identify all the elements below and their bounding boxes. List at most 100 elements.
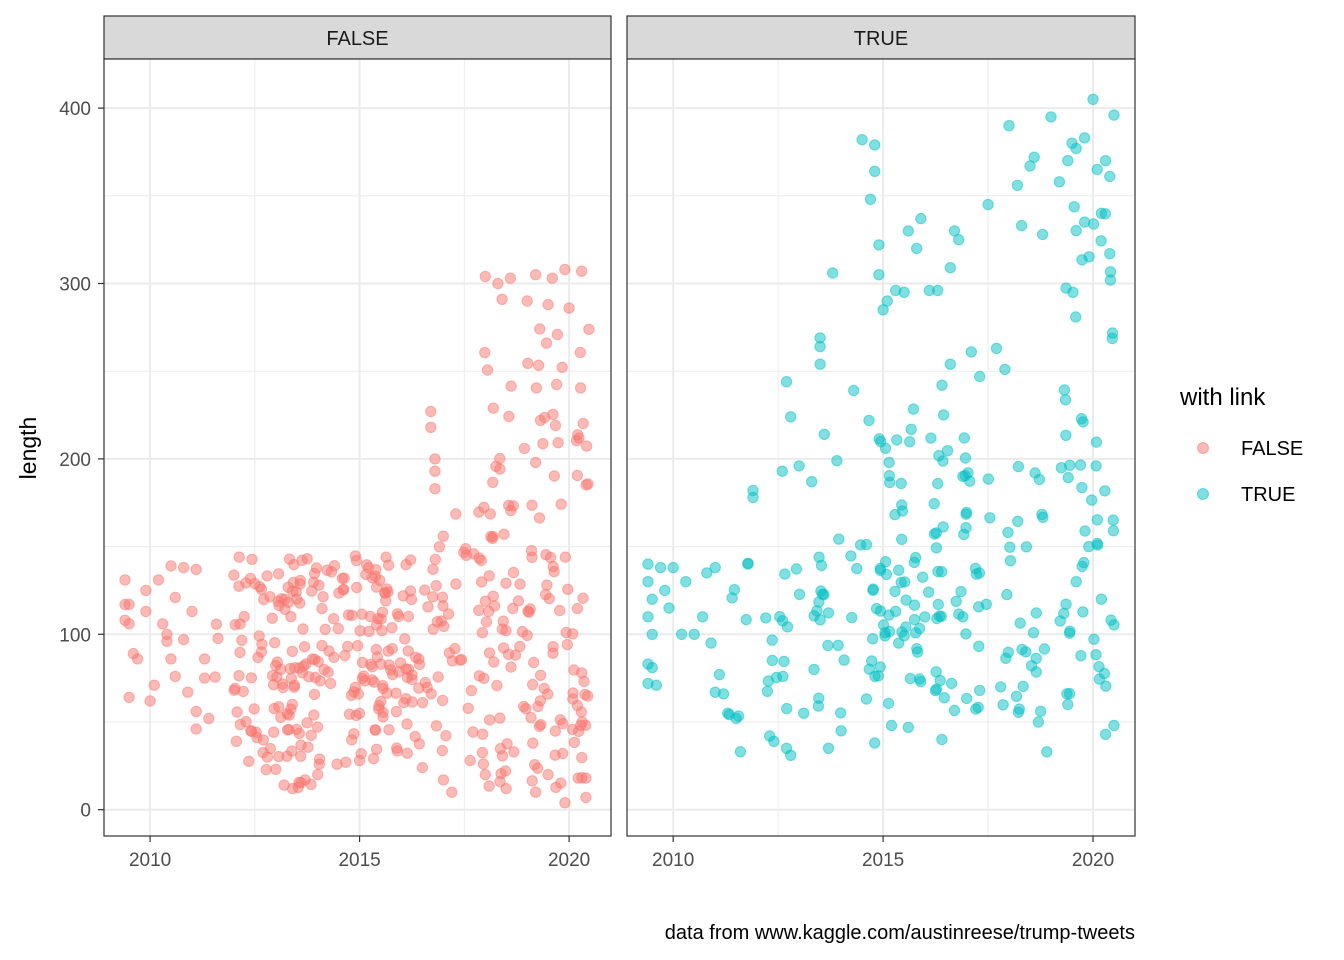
scatter-point: [1076, 481, 1088, 494]
scatter-point: [165, 653, 177, 665]
scatter-point: [534, 669, 547, 681]
scatter-point: [305, 729, 317, 741]
scatter-point: [541, 579, 553, 591]
scatter-point: [885, 719, 898, 732]
scatter-point: [534, 695, 547, 707]
scatter-point: [371, 619, 383, 631]
scatter-point: [559, 551, 571, 563]
scatter-point: [312, 656, 324, 668]
scatter-point: [255, 583, 268, 595]
scatter-point: [429, 465, 441, 477]
scatter-point: [937, 409, 950, 421]
x-tick-label: 2010: [652, 850, 694, 871]
scatter-point: [709, 561, 721, 574]
scatter-point: [870, 602, 883, 615]
scatter-point: [1077, 606, 1089, 618]
scatter-point: [740, 613, 752, 626]
scatter-point: [936, 733, 948, 746]
scatter-point: [1041, 746, 1053, 758]
scatter-point: [907, 403, 920, 415]
scatter-point: [527, 737, 539, 749]
scatter-point: [157, 618, 169, 630]
scatter-point: [437, 530, 449, 542]
scatter-point: [883, 456, 895, 469]
scatter-point: [530, 382, 543, 394]
x-axis-false: 2010 2015 2020: [129, 836, 590, 871]
scatter-point: [465, 684, 478, 697]
scatter-point: [261, 570, 273, 582]
scatter-point: [1064, 459, 1076, 471]
scatter-point: [494, 712, 506, 724]
scatter-point: [960, 522, 972, 534]
scatter-point: [576, 265, 588, 277]
strip-label-false: FALSE: [326, 28, 388, 50]
scatter-point: [950, 595, 962, 607]
scatter-point: [413, 653, 425, 665]
scatter-point: [526, 775, 538, 787]
scatter-point: [898, 286, 910, 298]
scatter-point: [1028, 151, 1040, 163]
scatter-point: [348, 728, 360, 740]
scatter-point: [776, 465, 788, 477]
scatter-point: [893, 564, 905, 576]
scatter-point: [366, 661, 378, 673]
scatter-point: [984, 512, 996, 524]
scatter-point: [928, 528, 941, 540]
scatter-point: [243, 755, 255, 767]
scatter-point: [546, 272, 558, 284]
scatter-point: [374, 574, 386, 586]
scatter-point: [1003, 120, 1015, 132]
scatter-point: [812, 700, 825, 712]
scatter-point: [863, 414, 875, 427]
scatter-point: [460, 549, 472, 561]
scatter-point: [911, 242, 923, 255]
scatter-point: [521, 295, 533, 307]
scatter-point: [455, 653, 468, 666]
scatter-point: [1020, 541, 1033, 553]
scatter-point: [402, 645, 414, 657]
scatter-point: [650, 679, 663, 691]
scatter-point: [851, 562, 863, 575]
scatter-point: [879, 630, 891, 642]
legend-key-false: [1197, 442, 1209, 454]
legend-key-true: [1197, 488, 1209, 500]
scatter-point: [911, 646, 924, 658]
scatter-point: [908, 613, 921, 626]
scatter-point: [806, 476, 818, 488]
scatter-point: [296, 554, 308, 566]
scatter-point: [567, 628, 579, 640]
scatter-point: [931, 612, 943, 625]
scatter-point: [838, 654, 850, 666]
scatter-point: [1038, 643, 1051, 655]
scatter-point: [933, 449, 945, 462]
scatter-point: [231, 706, 243, 718]
scatter-point: [899, 576, 911, 588]
scatter-point: [524, 603, 536, 615]
scatter-point: [497, 642, 510, 654]
scatter-point: [478, 672, 490, 684]
scatter-point: [1076, 254, 1088, 266]
scatter-point: [568, 664, 580, 676]
scatter-point: [1090, 649, 1102, 661]
scatter-point: [891, 434, 903, 446]
scatter-point: [831, 455, 843, 467]
scatter-point: [310, 562, 323, 574]
scatter-point: [476, 728, 489, 740]
scatter-point: [884, 476, 896, 489]
scatter-point: [462, 702, 474, 714]
scatter-point: [533, 512, 546, 524]
x-tick-label: 2020: [1072, 850, 1114, 871]
scatter-point: [477, 758, 490, 770]
scatter-point: [340, 756, 352, 768]
scatter-point: [869, 165, 881, 178]
scatter-point: [293, 727, 305, 740]
scatter-point: [245, 672, 258, 684]
scatter-point: [182, 686, 194, 698]
scatter-point: [1091, 163, 1103, 176]
scatter-point: [1087, 93, 1099, 106]
scatter-point: [319, 623, 331, 635]
scatter-point: [148, 679, 161, 691]
scatter-point: [484, 508, 496, 520]
x-tick-label: 2015: [862, 850, 904, 871]
scatter-point: [1079, 525, 1091, 537]
